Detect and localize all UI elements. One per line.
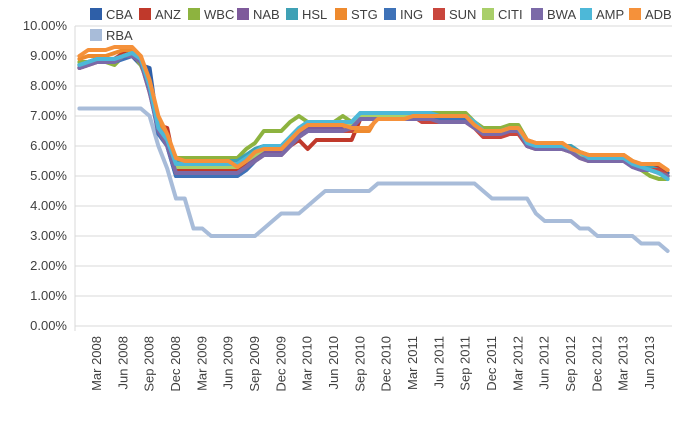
y-tick-label: 3.00% bbox=[30, 228, 67, 243]
x-tick-label: Jun 2009 bbox=[221, 336, 236, 390]
x-tick-label: Mar 2011 bbox=[405, 336, 420, 390]
series-lines bbox=[77, 45, 670, 253]
y-tick-label: 0.00% bbox=[30, 318, 67, 333]
series-line-adb bbox=[77, 45, 670, 172]
legend-swatch-cba bbox=[90, 8, 102, 20]
legend-swatch-adb bbox=[629, 8, 641, 20]
x-tick-label: Dec 2008 bbox=[168, 336, 183, 392]
x-tick-label: Dec 2011 bbox=[484, 336, 499, 391]
x-axis-ticks: Mar 2008 Jun 2008 Sep 2008 Dec 2008 Mar 2009… bbox=[89, 336, 657, 392]
x-tick-label: Dec 2010 bbox=[379, 336, 394, 392]
legend-swatch-hsl bbox=[286, 8, 298, 20]
x-tick-label: Jun 2012 bbox=[537, 336, 552, 390]
legend-label-wbc: WBC bbox=[204, 7, 234, 22]
gridlines bbox=[74, 25, 672, 331]
legend-swatch-amp bbox=[580, 8, 592, 20]
series-line-rba bbox=[77, 106, 670, 253]
legend-label-adb: ADB bbox=[645, 7, 672, 22]
legend-label-citi: CITI bbox=[498, 7, 523, 22]
y-tick-label: 10.00% bbox=[23, 18, 68, 33]
x-tick-label: Dec 2009 bbox=[273, 336, 288, 392]
legend-swatch-citi bbox=[482, 8, 494, 20]
x-tick-label: Sep 2010 bbox=[352, 336, 367, 392]
x-tick-label: Dec 2012 bbox=[589, 336, 604, 392]
legend-swatch-anz bbox=[139, 8, 151, 20]
x-tick-label: Mar 2010 bbox=[300, 336, 315, 391]
legend-label-bwa: BWA bbox=[547, 7, 576, 22]
y-tick-label: 4.00% bbox=[30, 198, 67, 213]
legend-swatch-nab bbox=[237, 8, 249, 20]
y-tick-label: 1.00% bbox=[30, 288, 67, 303]
x-tick-label: Jun 2011 bbox=[431, 336, 446, 389]
legend-swatch-stg bbox=[335, 8, 347, 20]
x-tick-label: Sep 2012 bbox=[563, 336, 578, 392]
x-tick-label: Jun 2008 bbox=[115, 336, 130, 390]
x-tick-label: Jun 2010 bbox=[326, 336, 341, 390]
legend-swatch-sun bbox=[433, 8, 445, 20]
x-tick-label: Sep 2011 bbox=[458, 336, 473, 391]
y-axis-ticks: 0.00% 1.00% 2.00% 3.00% 4.00% 5.00% 6.00% 7.00%… bbox=[23, 18, 68, 333]
x-tick-label: Mar 2008 bbox=[89, 336, 104, 391]
legend-label-anz: ANZ bbox=[155, 7, 181, 22]
legend-label-sun: SUN bbox=[449, 7, 476, 22]
x-tick-label: Mar 2012 bbox=[510, 336, 525, 391]
y-tick-label: 9.00% bbox=[30, 48, 67, 63]
x-tick-label: Sep 2008 bbox=[142, 336, 157, 392]
series-line-bwa bbox=[77, 54, 670, 178]
y-tick-label: 5.00% bbox=[30, 168, 67, 183]
y-tick-label: 8.00% bbox=[30, 78, 67, 93]
legend-label-stg: STG bbox=[351, 7, 378, 22]
x-tick-label: Mar 2013 bbox=[616, 336, 631, 391]
legend: CBA ANZ WBC NAB HSL STG ING SUN CITI BWA AMP ADB RBA bbox=[90, 7, 672, 43]
legend-label-hsl: HSL bbox=[302, 7, 327, 22]
legend-label-ing: ING bbox=[400, 7, 423, 22]
legend-swatch-ing bbox=[384, 8, 396, 20]
y-tick-label: 7.00% bbox=[30, 108, 67, 123]
legend-label-rba: RBA bbox=[106, 28, 133, 43]
y-tick-label: 2.00% bbox=[30, 258, 67, 273]
legend-label-nab: NAB bbox=[253, 7, 280, 22]
legend-swatch-wbc bbox=[188, 8, 200, 20]
y-tick-label: 6.00% bbox=[30, 138, 67, 153]
legend-label-cba: CBA bbox=[106, 7, 133, 22]
legend-label-amp: AMP bbox=[596, 7, 624, 22]
x-tick-label: Sep 2009 bbox=[247, 336, 262, 392]
x-tick-label: Mar 2009 bbox=[194, 336, 209, 391]
legend-swatch-rba bbox=[90, 29, 102, 41]
legend-swatch-bwa bbox=[531, 8, 543, 20]
x-tick-label: Jun 2013 bbox=[642, 336, 657, 390]
